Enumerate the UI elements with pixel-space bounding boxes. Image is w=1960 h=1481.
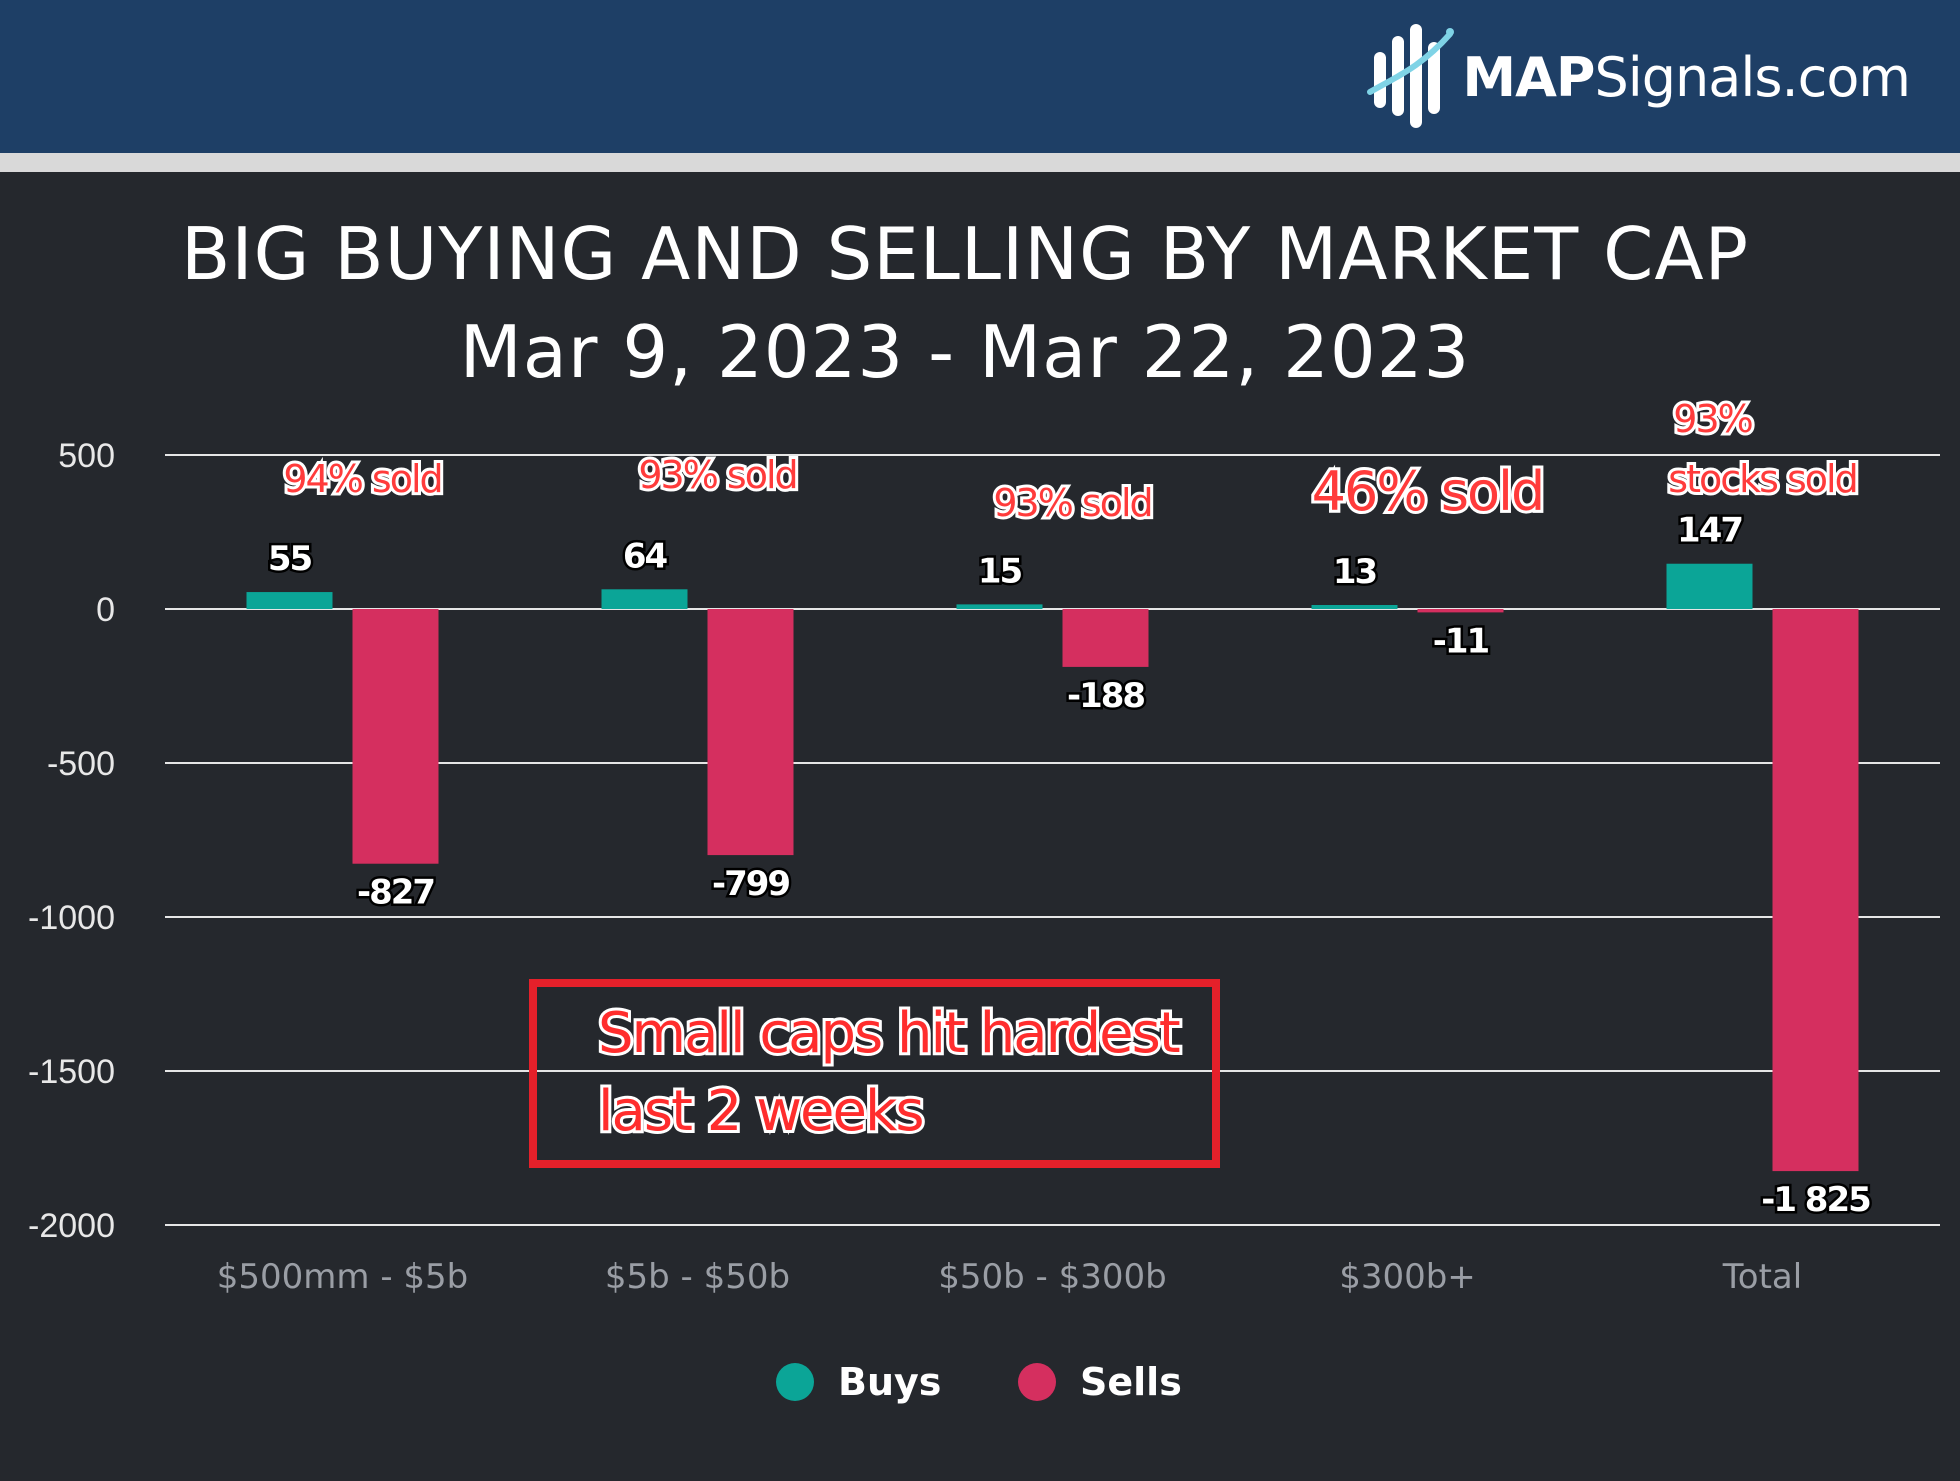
data-label: 13 [1333,552,1376,592]
chart-title-block: BIG BUYING AND SELLING BY MARKET CAP Mar… [0,205,1930,401]
chart-title: BIG BUYING AND SELLING BY MARKET CAP [180,212,1750,296]
callout-text: Small caps hit hardest [598,1001,1180,1066]
bar-buys [601,589,688,609]
y-tick-label: -1000 [28,899,115,937]
bar-sells [1772,609,1859,1172]
x-tick-label: $300b+ [1339,1257,1476,1297]
y-tick-label: -2000 [28,1207,115,1245]
callout-box: Small caps hit hardest last 2 weeks [529,979,1220,1168]
sold-annotation: 93% sold [993,481,1151,525]
chart-subtitle: Mar 9, 2023 - Mar 22, 2023 [459,310,1471,394]
legend: Buys Sells [776,1360,1182,1404]
sold-annotation: 46% sold [1312,460,1544,523]
data-label: -799 [712,864,789,904]
y-tick-label: 500 [58,437,115,475]
data-label: 15 [978,551,1022,591]
data-label: 64 [623,536,668,576]
data-label: -188 [1067,676,1144,716]
data-label: -1 825 [1761,1180,1870,1220]
data-label: 147 [1677,511,1742,551]
header-divider [0,153,1960,172]
sold-annotation: 93% sold [638,453,796,497]
x-tick-label: $500mm - $5b [217,1257,469,1297]
gridlines [165,454,1940,1226]
logo-bars-icon [1367,24,1455,128]
x-tick-label: $50b - $300b [938,1257,1166,1297]
legend-label: Buys [838,1360,941,1404]
bar-buys [1666,563,1753,609]
bar-buys [246,592,333,609]
total-annotation: 93% [1673,397,1752,441]
total-annotation: stocks sold [1668,457,1856,501]
legend-swatch-sells [1018,1363,1056,1401]
legend-swatch-buys [776,1363,814,1401]
data-label: -11 [1433,621,1489,661]
data-label: 55 [268,539,312,579]
callout-frame [529,979,1220,1168]
bar-sells [1062,609,1149,667]
x-axis: $500mm - $5b $5b - $50b $50b - $300b $300b+… [217,1257,1802,1297]
bar-sells [707,609,794,856]
bar-buys [1311,604,1398,609]
bar-sells [352,609,439,864]
y-axis: 500 0 -500 -1000 -1500 -2000 [28,437,115,1245]
bar-buys [956,604,1043,609]
bar-sells [1417,609,1504,613]
y-tick-label: -500 [47,745,115,783]
data-label: -827 [357,873,434,913]
x-tick-label: $5b - $50b [605,1257,790,1297]
sold-annotation: 94% sold [283,457,441,501]
annotations: 94% sold 93% sold 93% sold 46% sold 93% stock… [280,394,1861,528]
mapsignals-logo[interactable]: MAPSignals.com [1366,22,1911,132]
y-tick-label: 0 [96,591,115,629]
y-tick-label: -1500 [28,1053,115,1091]
legend-label: Sells [1080,1360,1182,1404]
header-bar: MAPSignals.com [0,0,1960,153]
callout-text: last 2 weeks [598,1079,923,1144]
x-tick-label: Total [1722,1257,1802,1297]
logo-text: MAPSignals.com [1462,45,1911,109]
bars [246,563,1859,1172]
data-labels: 55 -827 64 -799 15 -188 13 -11 147 -1 825 [265,508,1874,1222]
